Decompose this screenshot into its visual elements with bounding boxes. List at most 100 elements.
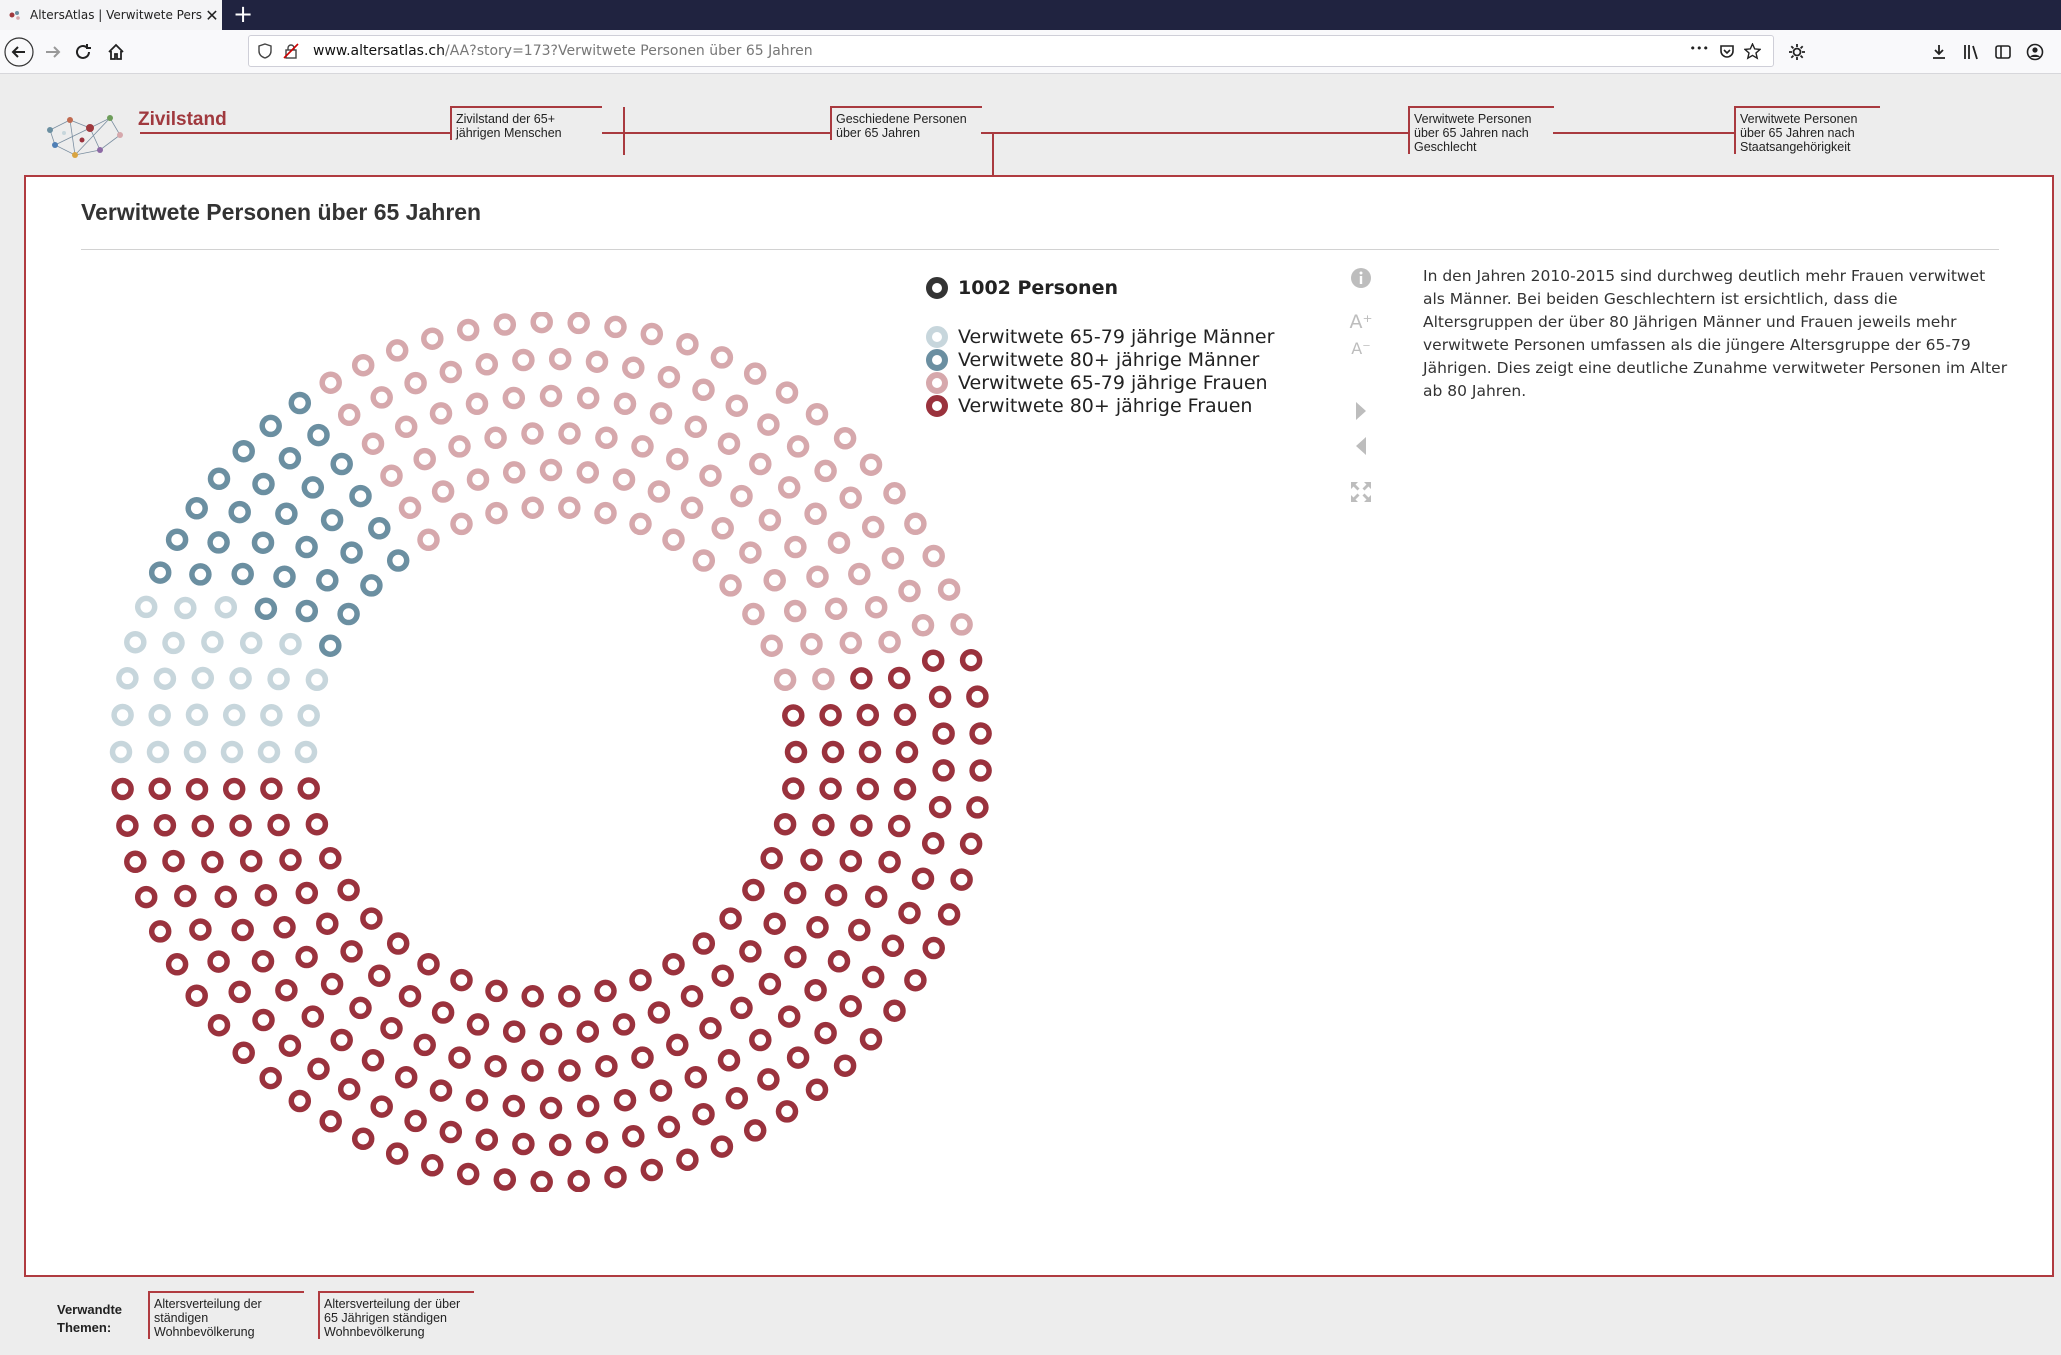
dot-verwitwete-80-j-hrige-frauen [465,1088,489,1112]
dot-verwitwete-65-79-j-hrige-frauen [699,464,722,487]
account-button[interactable] [2020,37,2050,67]
dot-verwitwete-80-j-hrige-frauen [165,953,189,976]
dot-verwitwete-65-79-j-hrige-frauen [743,362,767,385]
dot-verwitwete-80-j-hrige-frauen [337,1077,361,1101]
dot-verwitwete-80-j-hrige-frauen [231,918,254,942]
dot-verwitwete-80-j-hrige-frauen [207,1013,231,1037]
back-button[interactable] [4,37,34,67]
dot-verwitwete-65-79-j-hrige-frauen [493,313,517,336]
dot-verwitwete-65-79-j-hrige-m-nner [124,630,147,654]
related-link-altersverteilung-65plus[interactable]: Altersverteilung der über 65 Jährigen st… [318,1291,474,1339]
dot-verwitwete-65-79-j-hrige-m-nner [267,667,290,691]
dot-verwitwete-65-79-j-hrige-frauen [450,512,473,536]
dot-verwitwete-80-j-hrige-frauen [804,978,827,1002]
downloads-button[interactable] [1924,37,1954,67]
story-link-geschiedene[interactable]: Geschiedene Personen über 65 Jahren [830,106,982,140]
dot-verwitwete-65-79-j-hrige-frauen [398,496,422,520]
dot-verwitwete-80-j-hrige-frauen [539,1022,563,1046]
dot-verwitwete-65-79-j-hrige-frauen [760,634,783,657]
legend-item[interactable]: Verwitwete 65-79 jährige Männer [926,325,1274,348]
dot-verwitwete-65-79-j-hrige-frauen [904,512,927,536]
reload-button[interactable] [68,37,98,67]
dot-verwitwete-80-j-hrige-m-nner [349,484,372,508]
dot-verwitwete-80-j-hrige-frauen [784,740,808,764]
dot-verwitwete-80-j-hrige-m-nner [307,423,330,447]
dot-verwitwete-80-j-hrige-frauen [251,950,275,973]
dot-verwitwete-80-j-hrige-frauen [316,912,339,935]
pocket-icon [1720,45,1734,58]
story-description: In den Jahren 2010-2015 sind durchweg de… [1423,267,2008,400]
dot-verwitwete-65-79-j-hrige-frauen [864,595,888,619]
extension-button[interactable] [1782,37,1812,67]
dot-verwitwete-80-j-hrige-m-nner [273,565,296,588]
library-button[interactable] [1956,37,1986,67]
forward-button[interactable] [38,37,68,67]
altersatlas-logo[interactable] [40,100,126,166]
sidebar-button[interactable] [1988,37,2018,67]
url-host: www.altersatlas.ch [313,43,445,59]
dot-verwitwete-65-79-j-hrige-frauen [647,480,671,503]
related-link-altersverteilung[interactable]: Altersverteilung der ständigen Wohnbevöl… [148,1291,304,1339]
story-link-zivilstand[interactable]: Zivilstand der 65+ jährigen Menschen [450,106,602,140]
dot-verwitwete-80-j-hrige-frauen [530,1170,553,1192]
home-button[interactable] [101,37,131,67]
dot-verwitwete-80-j-hrige-frauen [222,777,246,801]
new-tab-button[interactable]: + [232,0,254,28]
dot-verwitwete-80-j-hrige-frauen [758,972,782,996]
dot-verwitwete-80-j-hrige-frauen [319,847,342,870]
dot-verwitwete-80-j-hrige-m-nner [259,414,282,438]
dot-verwitwete-80-j-hrige-frauen [349,996,372,1020]
font-increase-button[interactable]: A⁺ [1349,311,1373,333]
dot-verwitwete-65-79-j-hrige-m-nner [260,703,283,727]
legend-item[interactable]: Verwitwete 80+ jährige Frauen [926,394,1274,417]
next-button[interactable] [1341,400,1381,426]
dot-verwitwete-65-79-j-hrige-m-nner [191,666,215,690]
dot-verwitwete-80-j-hrige-frauen [893,703,917,727]
dot-verwitwete-65-79-j-hrige-frauen [657,365,681,389]
dot-verwitwete-65-79-j-hrige-frauen [558,496,581,519]
dot-verwitwete-65-79-j-hrige-frauen [439,360,463,384]
shield-icon [258,43,272,59]
font-decrease-button[interactable]: A⁻ [1351,339,1371,358]
related-topics-label-text: Verwandte Themen: [57,1302,123,1335]
story-link-verwitwete-staatsangehoerigkeit[interactable]: Verwitwete Personen über 65 Jahren nach … [1734,106,1880,154]
dot-verwitwete-80-j-hrige-frauen [512,1132,535,1156]
dot-verwitwete-80-j-hrige-frauen [295,881,319,905]
browser-tab[interactable]: AltersAtlas | Verwitwete Person… ✕ [0,0,222,30]
dot-verwitwete-65-79-j-hrige-frauen [898,579,921,603]
dot-verwitwete-80-j-hrige-frauen [950,868,973,891]
legend-item[interactable]: Verwitwete 80+ jährige Männer [926,348,1274,371]
legend-label: Verwitwete 80+ jährige Frauen [958,394,1253,417]
dot-verwitwete-80-j-hrige-frauen [928,685,952,709]
dot-verwitwete-65-79-j-hrige-frauen [521,422,544,445]
dot-verwitwete-65-79-j-hrige-frauen [594,501,617,525]
dot-verwitwete-80-j-hrige-frauen [319,1110,342,1133]
play-right-icon [1356,402,1366,420]
dot-verwitwete-80-j-hrige-frauen [207,950,230,973]
dot-verwitwete-80-j-hrige-frauen [466,1013,490,1036]
dot-verwitwete-80-j-hrige-frauen [275,978,298,1002]
fullscreen-button[interactable] [1341,481,1381,507]
dot-verwitwete-80-j-hrige-m-nner [207,531,230,554]
dot-verwitwete-65-79-j-hrige-frauen [622,356,645,379]
story-link-verwitwete-geschlecht[interactable]: Verwitwete Personen über 65 Jahren nach … [1408,106,1554,154]
dot-verwitwete-80-j-hrige-frauen [185,984,208,1007]
dot-verwitwete-80-j-hrige-frauen [647,1001,671,1024]
dot-verwitwete-65-79-j-hrige-m-nner [174,596,197,620]
previous-button[interactable] [1341,435,1381,461]
legend-item[interactable]: Verwitwete 65-79 jährige Frauen [926,371,1274,394]
address-bar[interactable]: www.altersatlas.ch/AA?story=173?Verwitwe… [248,35,1774,67]
info-button[interactable] [1341,267,1381,293]
dot-verwitwete-80-j-hrige-frauen [278,1034,302,1057]
dot-verwitwete-65-79-j-hrige-m-nner [297,704,320,727]
dot-verwitwete-80-j-hrige-frauen [386,932,410,955]
topic-title[interactable]: Zivilstand [138,109,227,130]
tab-close-icon[interactable]: ✕ [205,5,219,25]
dot-verwitwete-80-j-hrige-frauen [612,1013,636,1036]
dot-verwitwete-65-79-j-hrige-m-nner [146,740,170,764]
dot-verwitwete-80-j-hrige-frauen [239,849,263,873]
page-actions-icon[interactable]: ••• [1689,42,1709,55]
dot-verwitwete-65-79-j-hrige-frauen [786,435,810,458]
legend-total-ring [926,277,948,299]
info-icon [1351,268,1371,288]
